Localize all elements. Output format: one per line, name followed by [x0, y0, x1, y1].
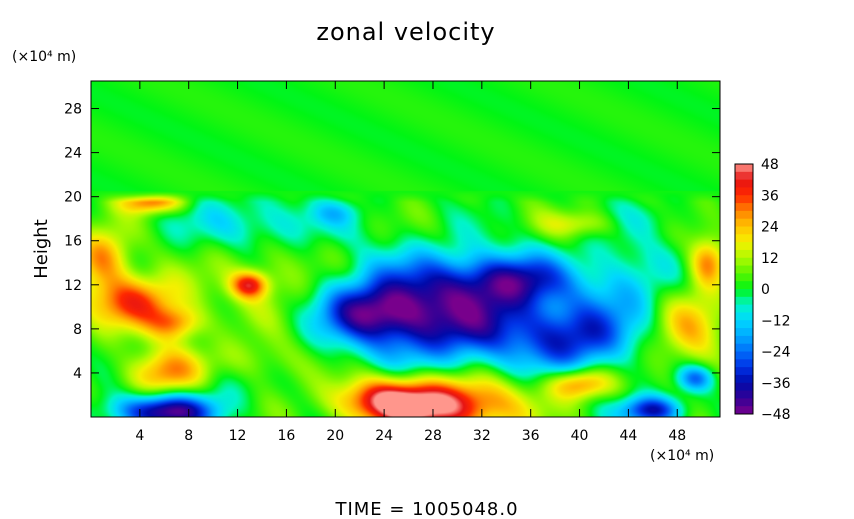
colorbar-label: −24 [761, 345, 791, 361]
colorbar-swatch [735, 374, 753, 384]
x-tick-label: 20 [326, 428, 344, 444]
colorbar-labels: 48 36 24 12 0 −12 −24 −36 −48 [761, 157, 791, 423]
heatmap-field [91, 81, 720, 417]
x-tick-label: 12 [229, 428, 247, 444]
colorbar-swatch [735, 335, 753, 345]
axis-ticks [91, 81, 720, 417]
x-tick-label: 24 [375, 428, 393, 444]
colorbar-swatch [735, 398, 753, 407]
y-axis-unit: (×10⁴ m) [12, 49, 76, 65]
x-tick-label: 8 [184, 428, 193, 444]
x-tick-label: 28 [424, 428, 442, 444]
colorbar-swatch [735, 218, 753, 227]
colorbar-swatch [735, 171, 753, 181]
x-tick-label: 36 [522, 428, 540, 444]
colorbar-swatch [735, 242, 753, 251]
colorbar-label: 36 [761, 188, 779, 204]
colorbar-label: −48 [761, 407, 791, 423]
y-tick-label: 16 [64, 234, 82, 250]
colorbar-swatch [735, 187, 753, 196]
colorbar-swatch [735, 304, 753, 313]
colorbar-swatch [735, 320, 753, 329]
heatmap-plot-area [90, 80, 721, 418]
colorbar-label: −12 [761, 313, 791, 329]
colorbar-swatch [735, 164, 753, 173]
x-axis-unit: (×10⁴ m) [650, 448, 714, 464]
y-tick-label: 20 [64, 190, 82, 206]
plot-frame [90, 80, 721, 418]
colorbar-swatch [735, 289, 753, 298]
colorbar: 48 36 24 12 0 −12 −24 −36 −48 [734, 157, 791, 423]
x-tick-label: 44 [619, 428, 637, 444]
colorbar-swatch [735, 273, 753, 282]
colorbar-swatch [735, 343, 753, 352]
x-tick-label: 4 [135, 428, 144, 444]
time-footer: TIME = 1005048.0 [334, 499, 518, 519]
colorbar-swatch [735, 328, 753, 337]
colorbar-swatch [735, 195, 753, 204]
y-tick-label: 24 [64, 146, 82, 162]
colorbar-swatch [735, 367, 753, 376]
colorbar-swatch [735, 226, 753, 235]
x-tick-label: 48 [668, 428, 686, 444]
y-tick-label: 8 [73, 322, 82, 338]
colorbar-swatch [735, 390, 753, 399]
y-axis-label: Height [31, 219, 52, 279]
colorbar-swatch [735, 249, 753, 259]
colorbar-swatch [735, 234, 753, 243]
colorbar-label: 48 [761, 157, 779, 173]
y-tick-label: 28 [64, 102, 82, 118]
colorbar-swatch [735, 281, 753, 290]
x-tick-label: 16 [278, 428, 296, 444]
colorbar-label: 0 [761, 282, 770, 298]
x-tick-label: 32 [473, 428, 491, 444]
y-tick-label: 12 [64, 278, 82, 294]
colorbar-label: −36 [761, 376, 791, 392]
y-tick-label: 4 [73, 366, 82, 382]
colorbar-swatch [735, 359, 753, 368]
colorbar-label: 24 [761, 220, 779, 236]
colorbar-swatch [735, 406, 753, 415]
colorbar-label: 12 [761, 251, 779, 267]
y-axis-tick-labels: 4 8 12 16 20 24 28 [64, 102, 82, 382]
x-axis-tick-labels: 4 8 12 16 20 24 28 32 36 40 44 48 [135, 428, 686, 444]
colorbar-swatch [735, 265, 753, 274]
colorbar-swatch [735, 257, 753, 267]
colorbar-swatch [735, 296, 753, 306]
colorbar-swatches [735, 164, 753, 415]
colorbar-swatch [735, 382, 753, 392]
colorbar-frame [734, 163, 754, 415]
x-tick-label: 40 [571, 428, 589, 444]
colorbar-swatch [735, 203, 753, 212]
chart-title: zonal velocity [316, 18, 495, 46]
colorbar-swatch [735, 351, 753, 360]
colorbar-swatch [735, 210, 753, 220]
colorbar-swatch [735, 312, 753, 321]
colorbar-swatch [735, 179, 753, 188]
